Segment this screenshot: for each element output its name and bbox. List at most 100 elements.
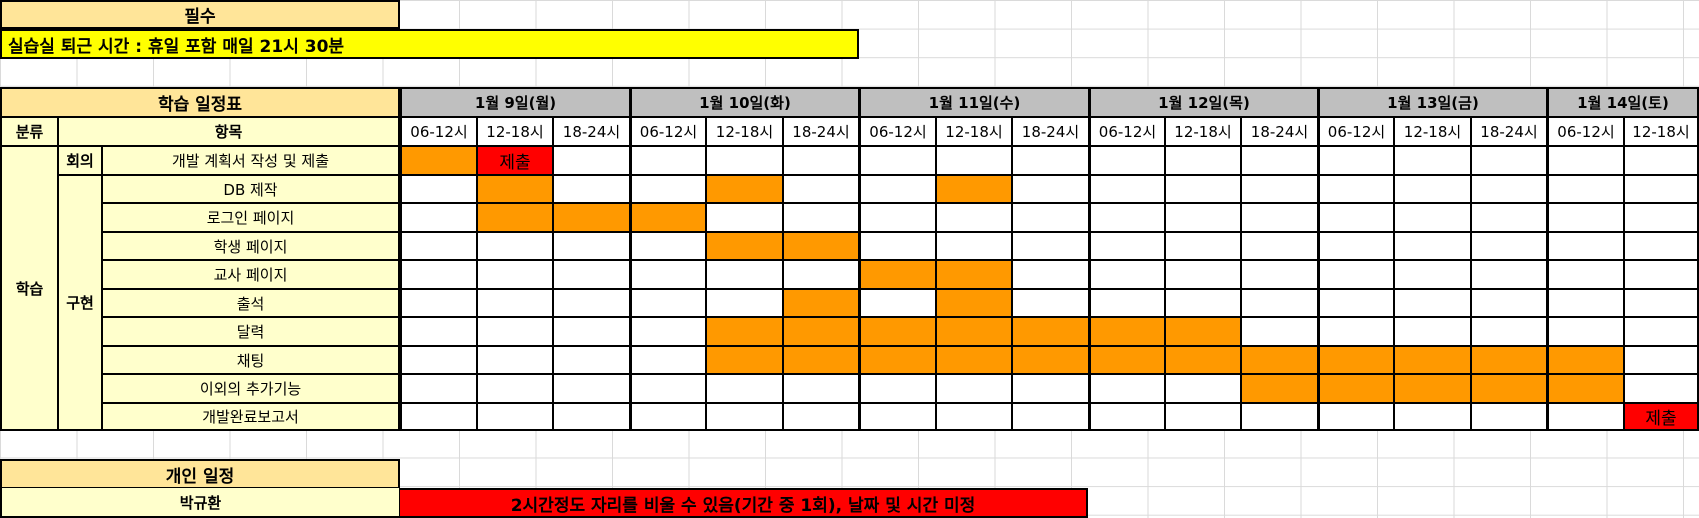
- schedule-cell[interactable]: [1012, 403, 1089, 431]
- schedule-cell[interactable]: [936, 403, 1012, 431]
- schedule-cell[interactable]: [706, 317, 783, 346]
- schedule-cell[interactable]: [1012, 346, 1089, 374]
- schedule-cell[interactable]: [1241, 175, 1318, 203]
- schedule-cell[interactable]: [936, 289, 1012, 317]
- schedule-cell[interactable]: [1394, 289, 1471, 317]
- schedule-cell[interactable]: [936, 260, 1012, 289]
- schedule-cell[interactable]: [400, 260, 477, 289]
- schedule-cell[interactable]: [553, 203, 630, 232]
- schedule-cell[interactable]: [706, 403, 783, 431]
- schedule-cell[interactable]: [1471, 175, 1547, 203]
- schedule-cell[interactable]: [630, 146, 706, 175]
- schedule-cell[interactable]: [783, 146, 859, 175]
- task-label[interactable]: 채팅: [102, 346, 400, 374]
- schedule-cell[interactable]: [1089, 175, 1165, 203]
- task-label[interactable]: 달력: [102, 317, 400, 346]
- subcategory-meeting[interactable]: 회의: [58, 146, 102, 175]
- schedule-cell[interactable]: [859, 260, 936, 289]
- header-item[interactable]: 항목: [58, 117, 400, 146]
- schedule-cell[interactable]: [1089, 203, 1165, 232]
- schedule-cell[interactable]: [400, 146, 477, 175]
- schedule-cell[interactable]: [1241, 346, 1318, 374]
- schedule-cell[interactable]: [553, 317, 630, 346]
- schedule-cell[interactable]: [1471, 346, 1547, 374]
- schedule-cell[interactable]: [1318, 232, 1394, 260]
- schedule-cell[interactable]: [1012, 374, 1089, 403]
- schedule-cell[interactable]: [477, 175, 553, 203]
- time-slot-header[interactable]: 06-12시: [1318, 117, 1394, 146]
- schedule-cell[interactable]: [400, 289, 477, 317]
- schedule-cell[interactable]: [477, 346, 553, 374]
- schedule-cell[interactable]: [1394, 260, 1471, 289]
- schedule-cell[interactable]: [1318, 317, 1394, 346]
- schedule-cell[interactable]: [859, 289, 936, 317]
- schedule-cell[interactable]: [1394, 203, 1471, 232]
- time-slot-header[interactable]: 12-18시: [1165, 117, 1241, 146]
- schedule-cell[interactable]: [706, 175, 783, 203]
- time-slot-header[interactable]: 12-18시: [936, 117, 1012, 146]
- schedule-cell[interactable]: [1318, 374, 1394, 403]
- day-header[interactable]: 1월 9일(월): [400, 87, 630, 117]
- schedule-cell[interactable]: [859, 203, 936, 232]
- schedule-cell[interactable]: [783, 374, 859, 403]
- time-slot-header[interactable]: 12-18시: [477, 117, 553, 146]
- day-header[interactable]: 1월 13일(금): [1318, 87, 1547, 117]
- schedule-cell[interactable]: [1318, 403, 1394, 431]
- schedule-cell[interactable]: [1394, 232, 1471, 260]
- time-slot-header[interactable]: 18-24시: [1241, 117, 1318, 146]
- schedule-cell[interactable]: [706, 289, 783, 317]
- schedule-cell[interactable]: [1318, 146, 1394, 175]
- time-slot-header[interactable]: 06-12시: [630, 117, 706, 146]
- schedule-cell[interactable]: [1547, 146, 1624, 175]
- schedule-cell[interactable]: [1624, 317, 1699, 346]
- schedule-cell[interactable]: [706, 374, 783, 403]
- closing-time-notice[interactable]: 실습실 퇴근 시간 : 휴일 포함 매일 21시 30분: [0, 29, 859, 59]
- schedule-cell[interactable]: [1318, 260, 1394, 289]
- schedule-cell[interactable]: [1471, 146, 1547, 175]
- schedule-cell[interactable]: [477, 289, 553, 317]
- schedule-cell[interactable]: [553, 260, 630, 289]
- schedule-cell[interactable]: [1012, 317, 1089, 346]
- schedule-cell[interactable]: [1318, 289, 1394, 317]
- time-slot-header[interactable]: 06-12시: [1547, 117, 1624, 146]
- schedule-cell[interactable]: [1624, 260, 1699, 289]
- schedule-cell[interactable]: [1241, 317, 1318, 346]
- schedule-cell[interactable]: [400, 232, 477, 260]
- schedule-cell[interactable]: 제출: [477, 146, 553, 175]
- subcategory-implementation[interactable]: 구현: [58, 175, 102, 431]
- personal-title[interactable]: 개인 일정: [0, 459, 400, 488]
- schedule-cell[interactable]: [1165, 232, 1241, 260]
- schedule-cell[interactable]: [1012, 260, 1089, 289]
- day-header[interactable]: 1월 12일(목): [1089, 87, 1318, 117]
- schedule-cell[interactable]: [783, 203, 859, 232]
- schedule-cell[interactable]: [859, 175, 936, 203]
- schedule-cell[interactable]: [1241, 403, 1318, 431]
- schedule-cell[interactable]: [553, 374, 630, 403]
- schedule-cell[interactable]: [1471, 317, 1547, 346]
- schedule-cell[interactable]: [1547, 374, 1624, 403]
- schedule-cell[interactable]: [630, 403, 706, 431]
- schedule-cell[interactable]: [400, 203, 477, 232]
- schedule-cell[interactable]: [859, 346, 936, 374]
- time-slot-header[interactable]: 12-18시: [1624, 117, 1699, 146]
- task-label[interactable]: 개발 계획서 작성 및 제출: [102, 146, 400, 175]
- schedule-cell[interactable]: [859, 374, 936, 403]
- schedule-cell[interactable]: [783, 346, 859, 374]
- schedule-cell[interactable]: [1394, 374, 1471, 403]
- schedule-cell[interactable]: [1165, 374, 1241, 403]
- schedule-cell[interactable]: [783, 175, 859, 203]
- time-slot-header[interactable]: 06-12시: [1089, 117, 1165, 146]
- schedule-title[interactable]: 학습 일정표: [0, 87, 400, 117]
- schedule-cell[interactable]: [400, 374, 477, 403]
- schedule-cell[interactable]: [1165, 317, 1241, 346]
- schedule-cell[interactable]: [1089, 317, 1165, 346]
- task-label[interactable]: 로그인 페이지: [102, 203, 400, 232]
- schedule-cell[interactable]: [1165, 403, 1241, 431]
- schedule-cell[interactable]: [1241, 146, 1318, 175]
- schedule-cell[interactable]: [1394, 146, 1471, 175]
- schedule-cell[interactable]: [1394, 346, 1471, 374]
- task-label[interactable]: DB 제작: [102, 175, 400, 203]
- day-header[interactable]: 1월 11일(수): [859, 87, 1089, 117]
- schedule-cell[interactable]: [859, 146, 936, 175]
- schedule-cell[interactable]: [630, 374, 706, 403]
